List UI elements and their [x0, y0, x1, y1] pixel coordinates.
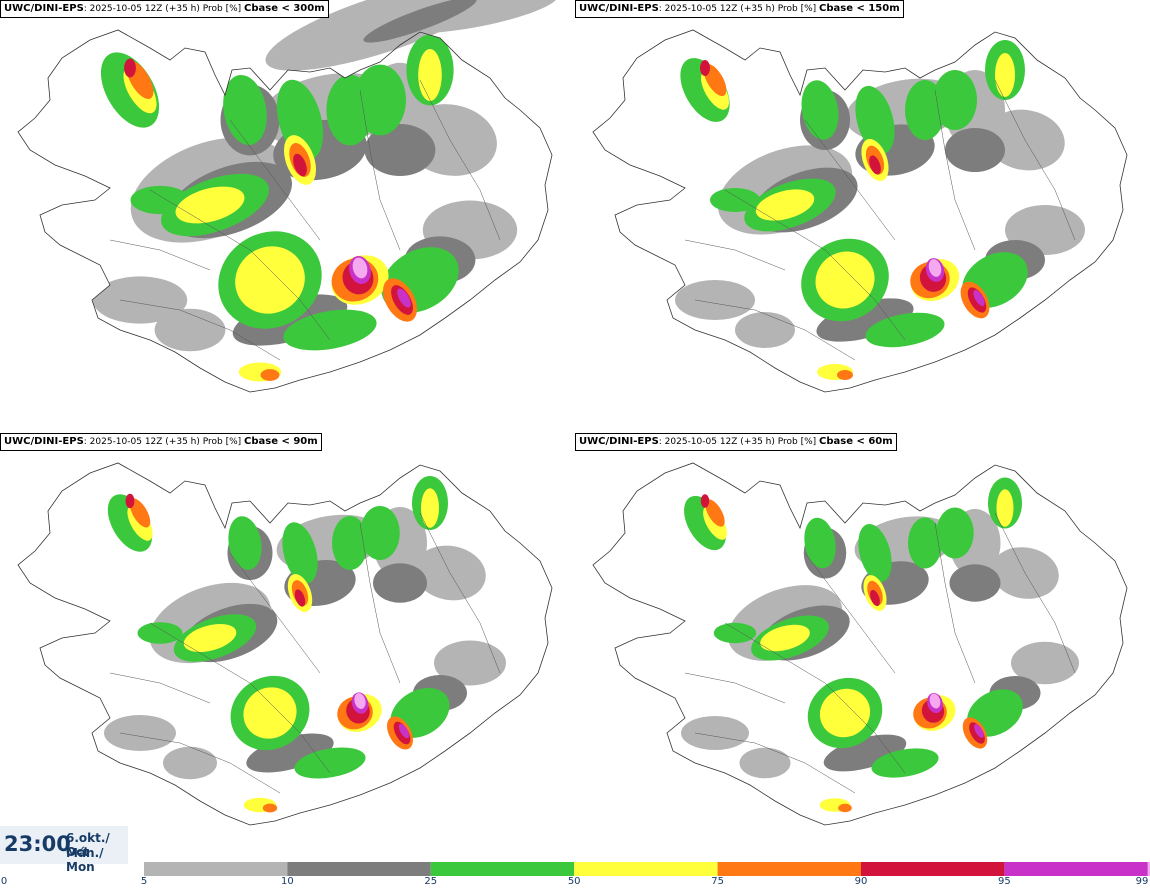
- valid-weekday: Mán./ Mon: [66, 846, 104, 874]
- panel-title: UWC/DINI-EPS: 2025-10-05 12Z (+35 h) Pro…: [575, 433, 897, 451]
- map-panel-cbase-90: UWC/DINI-EPS: 2025-10-05 12Z (+35 h) Pro…: [0, 433, 575, 863]
- legend-segment-5: [144, 862, 288, 876]
- legend-segment-90: [861, 862, 1005, 876]
- map-panel-cbase-60: UWC/DINI-EPS: 2025-10-05 12Z (+35 h) Pro…: [575, 433, 1150, 863]
- region-boundaries: [684, 79, 1076, 361]
- valid-time-box: 23:00 6.okt./ Oct Mán./ Mon: [0, 826, 128, 874]
- probability-field: [92, 34, 518, 382]
- legend-segment-50: [574, 862, 718, 876]
- legend-tick-label: 99: [1135, 876, 1149, 887]
- map-panel-cbase-150: UWC/DINI-EPS: 2025-10-05 12Z (+35 h) Pro…: [575, 0, 1150, 430]
- coastline: [592, 29, 1128, 393]
- legend-tick-label: 10: [281, 876, 294, 887]
- variable-name: Cbase < 300m: [244, 3, 325, 14]
- model-name: UWC/DINI-EPS: [4, 3, 84, 14]
- legend-tick-label: 95: [998, 876, 1011, 887]
- legend-segment-95: [1004, 862, 1148, 876]
- legend-tick-label: 25: [424, 876, 438, 887]
- run-info: : 2025-10-05 12Z (+35 h) Prob [%]: [83, 437, 245, 447]
- region-boundaries: [109, 512, 501, 794]
- legend-tick-label: 75: [711, 876, 724, 887]
- legend-segment-10: [287, 862, 431, 876]
- valid-hour: 23:00: [4, 832, 71, 856]
- coastline: [17, 462, 553, 826]
- offshore-cloud: [265, 0, 559, 71]
- legend-segment-25: [430, 862, 575, 876]
- probability-field: [104, 476, 506, 813]
- panel-title: UWC/DINI-EPS: 2025-10-05 12Z (+35 h) Pro…: [0, 433, 322, 451]
- map-canvas: [592, 462, 1128, 826]
- variable-name: Cbase < 60m: [819, 436, 893, 447]
- probability-field: [681, 477, 1079, 813]
- coastline: [17, 29, 553, 393]
- run-info: : 2025-10-05 12Z (+35 h) Prob [%]: [658, 437, 820, 447]
- probability-field: [675, 40, 1085, 380]
- run-info: : 2025-10-05 12Z (+35 h) Prob [%]: [83, 4, 245, 14]
- valid-date: 6.okt./ Oct: [66, 831, 110, 859]
- map-canvas: [17, 0, 559, 393]
- legend-tick-label: 90: [854, 876, 868, 887]
- panel-title: UWC/DINI-EPS: 2025-10-05 12Z (+35 h) Pro…: [0, 0, 329, 18]
- variable-name: Cbase < 150m: [819, 3, 900, 14]
- legend-tick-label: 0: [0, 876, 8, 887]
- run-info: : 2025-10-05 12Z (+35 h) Prob [%]: [658, 4, 820, 14]
- region-boundaries: [684, 512, 1076, 794]
- model-name: UWC/DINI-EPS: [579, 436, 659, 447]
- legend-bar: [144, 862, 1150, 876]
- legend-segment-99: [1147, 862, 1150, 876]
- coastline: [592, 462, 1128, 826]
- region-boundaries: [109, 79, 501, 361]
- panel-title: UWC/DINI-EPS: 2025-10-05 12Z (+35 h) Pro…: [575, 0, 904, 18]
- map-panel-cbase-300: UWC/DINI-EPS: 2025-10-05 12Z (+35 h) Pro…: [0, 0, 575, 430]
- legend-segment-75: [717, 862, 861, 876]
- legend-tick-label: 50: [567, 876, 581, 887]
- variable-name: Cbase < 90m: [244, 436, 318, 447]
- color-legend: [0, 862, 1150, 891]
- legend-tick-label: 5: [140, 876, 148, 887]
- map-canvas: [592, 29, 1128, 393]
- model-name: UWC/DINI-EPS: [579, 3, 659, 14]
- model-name: UWC/DINI-EPS: [4, 436, 84, 447]
- map-canvas: [17, 462, 553, 826]
